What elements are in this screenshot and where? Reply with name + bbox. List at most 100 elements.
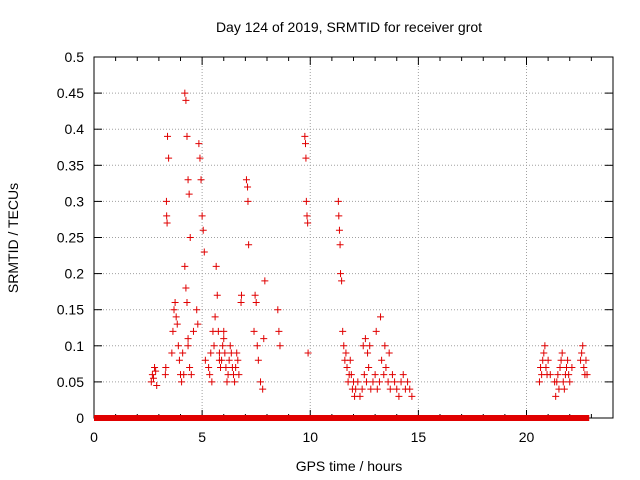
data-point [153, 382, 161, 390]
data-point [385, 349, 393, 357]
data-point [535, 378, 543, 386]
x-tick-label: 20 [519, 429, 535, 445]
data-point [377, 313, 385, 321]
data-point [382, 363, 390, 371]
data-point [201, 356, 209, 364]
data-point [250, 327, 258, 335]
y-axis-title: SRMTID / TECUs [5, 183, 21, 293]
data-point [393, 385, 401, 393]
data-point [301, 132, 309, 140]
tick-labels: 0 0.05 0.1 0.15 0.2 0.25 0.3 0.35 0.4 0.45 0.5 0 5 10… [57, 49, 535, 445]
data-point [338, 277, 346, 285]
data-point [237, 298, 245, 306]
data-point [208, 378, 216, 386]
data-point [237, 291, 245, 299]
data-point [164, 132, 172, 140]
data-point [212, 262, 220, 270]
data-point [335, 226, 343, 234]
data-point [397, 378, 405, 386]
data-point [557, 356, 565, 364]
data-point [242, 176, 250, 184]
data-point [182, 96, 190, 104]
data-point [260, 335, 268, 343]
data-point [342, 349, 350, 357]
data-point [234, 356, 242, 364]
data-point [373, 385, 381, 393]
data-point [165, 154, 173, 162]
x-tick-label: 5 [198, 429, 206, 445]
x-tick-label: 10 [302, 429, 318, 445]
data-point [175, 356, 183, 364]
data-point [172, 313, 180, 321]
data-point [181, 89, 189, 97]
data-point [560, 385, 568, 393]
data-point [180, 371, 188, 379]
y-tick-label: 0.15 [57, 302, 84, 318]
data-point [558, 349, 566, 357]
y-tick-label: 0.2 [65, 266, 85, 282]
data-point [259, 385, 267, 393]
data-point [220, 335, 228, 343]
data-point [193, 306, 201, 314]
data-point [170, 306, 178, 314]
data-point [233, 349, 241, 357]
data-point [360, 371, 368, 379]
data-point [169, 327, 177, 335]
data-point [206, 371, 214, 379]
data-point [184, 335, 192, 343]
data-point [388, 371, 396, 379]
data-point [197, 176, 205, 184]
data-point [219, 342, 227, 350]
data-point [147, 378, 155, 386]
data-point [162, 363, 170, 371]
data-point [542, 363, 550, 371]
x-tick-label: 0 [90, 429, 98, 445]
data-point [257, 378, 265, 386]
data-point [391, 378, 399, 386]
data-point [244, 183, 252, 191]
data-point [340, 342, 348, 350]
x-axis-title: GPS time / hours [296, 458, 403, 474]
data-point [339, 327, 347, 335]
data-point [302, 197, 310, 205]
data-point [408, 392, 416, 400]
grid-lines [94, 57, 613, 418]
data-point [245, 241, 253, 249]
data-point [205, 363, 213, 371]
data-point [211, 313, 219, 321]
data-point [364, 349, 372, 357]
data-point [564, 356, 572, 364]
data-point [221, 349, 229, 357]
data-point [335, 212, 343, 220]
data-point [568, 363, 576, 371]
data-point [149, 374, 157, 382]
data-point [261, 277, 269, 285]
data-point [181, 262, 189, 270]
y-tick-label: 0.05 [57, 374, 84, 390]
data-point [183, 298, 191, 306]
data-point [565, 371, 573, 379]
data-point [226, 342, 234, 350]
data-point [372, 327, 380, 335]
data-point [223, 378, 231, 386]
data-point [251, 291, 259, 299]
data-point [381, 342, 389, 350]
data-point [198, 212, 206, 220]
data-point [579, 342, 587, 350]
data-point [380, 371, 388, 379]
data-point [162, 197, 170, 205]
data-point [386, 385, 394, 393]
data-point [337, 270, 345, 278]
data-point [168, 349, 176, 357]
data-point [369, 378, 377, 386]
data-point [552, 392, 560, 400]
data-point [183, 132, 191, 140]
data-point [222, 363, 230, 371]
data-point [184, 176, 192, 184]
data-point [195, 140, 203, 148]
data-point [375, 378, 383, 386]
chart-title: Day 124 of 2019, SRMTID for receiver gro… [216, 19, 482, 35]
data-point [304, 349, 312, 357]
data-point [199, 226, 207, 234]
data-point [200, 248, 208, 256]
